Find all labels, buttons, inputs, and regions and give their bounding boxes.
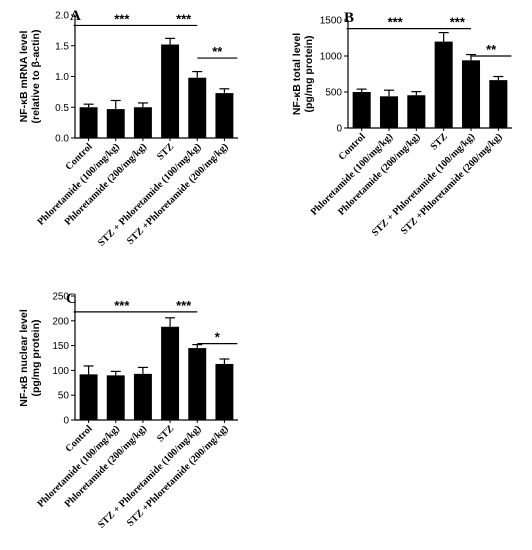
y-tick-label: 0.0 (55, 134, 69, 145)
y-tick-label: 50 (58, 391, 70, 402)
x-category-label: STZ (155, 141, 176, 162)
y-axis-label: NF-κB nuclear level (18, 309, 30, 407)
x-category-label: STZ (429, 131, 450, 152)
y-axis-label: (relative to β-actin) (30, 30, 42, 124)
y-tick-label: 1500 (320, 16, 343, 27)
y-tick-label: 250 (52, 292, 69, 303)
bar (489, 80, 508, 128)
significance-label: *** (114, 298, 130, 313)
bar (79, 107, 98, 138)
bar (106, 109, 125, 138)
significance-label: ** (212, 44, 223, 59)
significance-label: *** (114, 11, 130, 26)
bar (161, 326, 180, 420)
bar (133, 107, 152, 138)
significance-label: *** (176, 298, 192, 313)
significance-label: *** (388, 15, 404, 30)
bar (188, 348, 207, 420)
bar (352, 92, 371, 128)
bar (379, 96, 399, 128)
bar (461, 60, 481, 128)
panel-letter: C (66, 291, 77, 307)
bar (161, 44, 180, 138)
y-axis-label: (pg/mg protein) (303, 36, 315, 113)
significance-label: ** (486, 42, 497, 57)
chart-panel-A: A0.00.51.01.52.0NF-κB mRNA level(relativ… (18, 8, 238, 249)
y-tick-label: 150 (52, 341, 69, 352)
bar (106, 375, 125, 420)
y-axis-label: (pg/mg protein) (30, 320, 42, 397)
y-tick-label: 1.5 (55, 41, 69, 52)
y-tick-label: 0.5 (55, 103, 69, 114)
y-tick-label: 100 (52, 366, 69, 377)
y-tick-label: 1000 (320, 52, 343, 63)
y-tick-label: 500 (325, 88, 342, 99)
panel-letter: B (344, 10, 354, 26)
bar (215, 93, 234, 138)
x-category-label: STZ +Phloretamide (200/mg/kg) (399, 131, 505, 237)
y-axis-label: NF-κB mRNA level (18, 31, 30, 123)
chart-panel-B: B 0 500 1000 1500 NF-κB total level (pg/mg pro… (291, 10, 512, 239)
bar (215, 363, 234, 420)
significance-label: * (215, 330, 221, 345)
y-tick-label: 0 (63, 416, 69, 427)
y-tick-label: 1.0 (55, 72, 69, 83)
bar (133, 373, 152, 420)
bar (407, 95, 426, 128)
y-tick-label: 2.0 (55, 11, 69, 22)
y-tick-label: 200 (52, 316, 69, 327)
y-axis-label: NF-κB total level (291, 33, 303, 115)
chart-panel-C: C 0 50 100 150 200 250 NF-κB nuclear level (pg/m… (18, 291, 238, 531)
bar (79, 374, 98, 420)
significance-label: *** (450, 15, 466, 30)
bar (188, 77, 207, 138)
x-category-label: STZ (155, 423, 176, 444)
significance-label: *** (176, 11, 192, 26)
y-tick-label: 0 (336, 124, 342, 135)
bar (434, 41, 453, 128)
